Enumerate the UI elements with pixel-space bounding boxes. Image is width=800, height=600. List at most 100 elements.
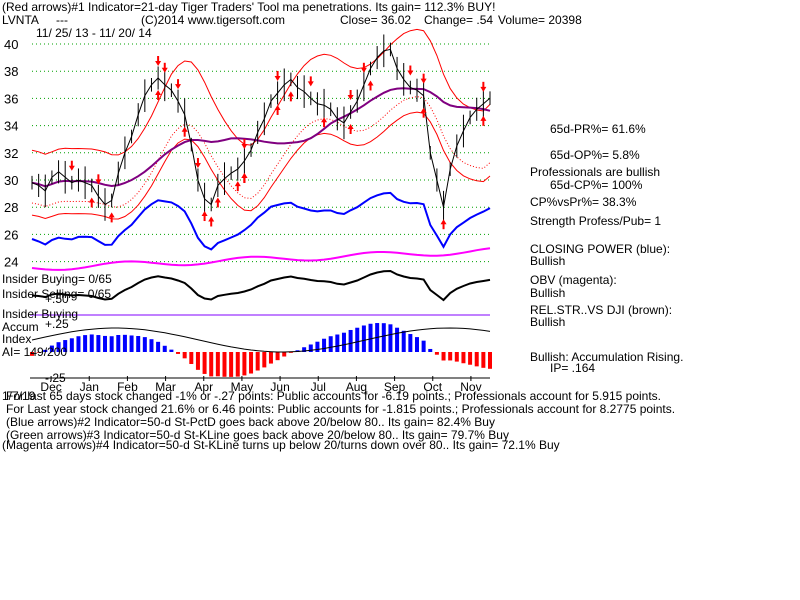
- y-tick-label: 28: [4, 200, 18, 215]
- accum-bar-positive: [355, 327, 360, 352]
- red-down-arrow-head: [360, 67, 367, 73]
- p50-label: +.50: [45, 292, 69, 306]
- accum-bar-positive: [315, 341, 320, 352]
- obv-line: [31, 247, 491, 271]
- accum-bar-positive: [348, 329, 353, 352]
- footer-line1: For last 65 days stock changed -1% or -.…: [6, 389, 661, 403]
- footer-line2: For Last year stock changed 21.6% or 6.4…: [6, 402, 675, 416]
- red-up-arrow-head: [181, 126, 188, 132]
- professionals-status: Professionals are bullish: [530, 165, 660, 179]
- ticker-dashes: ---: [56, 13, 68, 27]
- footer-line3: (Blue arrows)#2 Indicator=50-d St-PctD g…: [6, 415, 495, 429]
- red-down-arrow-head: [155, 61, 162, 66]
- red-up-arrow-head: [208, 216, 215, 222]
- month-label: Oct: [423, 380, 442, 394]
- accum-bar-positive: [395, 327, 400, 352]
- y-tick-label: 40: [4, 37, 18, 52]
- month-label: Dec: [40, 380, 61, 394]
- accum-bar-positive: [368, 323, 373, 352]
- ai-label: AI= 149/200: [2, 345, 67, 359]
- red-up-arrow-head: [440, 219, 447, 225]
- accum-bar-positive: [136, 336, 141, 352]
- closing-power-line: [31, 191, 491, 251]
- close-value: Close= 36.02: [340, 13, 411, 27]
- accum-bar-positive: [361, 325, 366, 352]
- indicator-lines: [31, 28, 491, 353]
- accum-bar-negative: [275, 352, 280, 361]
- accum-bar-negative: [176, 352, 181, 354]
- red-down-arrow-head: [161, 67, 168, 73]
- accum-bar-negative: [441, 352, 446, 361]
- accum-status: Bullish: Accumulation Rising.: [530, 350, 683, 364]
- month-label: Aug: [346, 380, 367, 394]
- accum-bar-positive: [308, 344, 313, 352]
- accum-bar-negative: [262, 352, 267, 368]
- y-tick-label: 34: [4, 119, 18, 134]
- month-label: Jun: [270, 380, 289, 394]
- month-label: Mar: [155, 380, 176, 394]
- accum-bar-negative: [235, 352, 240, 377]
- accum-bar-negative: [36, 352, 41, 353]
- accum-bar-positive: [56, 342, 61, 352]
- accum-bar-positive: [63, 340, 68, 352]
- red-down-arrow-head: [480, 86, 487, 92]
- accum-bar-positive: [169, 349, 174, 352]
- red-up-arrow-head: [241, 172, 248, 178]
- red-down-arrow-head: [95, 179, 102, 185]
- price-line: [31, 48, 491, 208]
- red-up-arrow-head: [347, 124, 354, 129]
- month-label: Nov: [460, 380, 481, 394]
- accum-bar-negative: [229, 352, 234, 377]
- accum-bar-negative: [30, 352, 34, 356]
- accum-bar-negative: [461, 352, 466, 364]
- red-up-arrow-head: [201, 211, 208, 217]
- red-down-arrow-head: [194, 163, 201, 168]
- red-up-arrow-head: [214, 197, 221, 203]
- accum-bar-positive: [328, 336, 333, 352]
- red-down-arrow-head: [407, 70, 414, 76]
- accum-bar-positive: [89, 334, 94, 352]
- accum-bar-positive: [428, 348, 433, 352]
- obv-label: OBV (magenta):: [530, 273, 617, 287]
- accum-bar-positive: [414, 337, 419, 352]
- accum-bar-positive: [408, 334, 413, 352]
- y-tick-labels: 24 26 28 30 32 34 36 38 40: [4, 37, 18, 270]
- accum-bar-positive: [335, 334, 340, 352]
- accum-bar-positive: [116, 334, 121, 352]
- cp-stat: 65d-CP%= 100%: [550, 178, 643, 192]
- accum-bar-negative: [434, 352, 439, 355]
- closing-power-value: Bullish: [530, 254, 565, 268]
- index-label: Index: [2, 332, 31, 346]
- red-up-arrow-head: [88, 197, 95, 203]
- change-value: Change= .54: [424, 13, 493, 27]
- accum-bars: [30, 323, 492, 377]
- accum-bar-positive: [142, 337, 147, 352]
- accum-bar-negative: [202, 352, 207, 374]
- accum-bar-negative: [282, 352, 287, 357]
- price-arrows: [68, 56, 487, 230]
- accum-bar-positive: [43, 349, 48, 352]
- accum-bar-positive: [69, 338, 74, 352]
- header-line1: (Red arrows)#1 Indicator=21-day Tiger Tr…: [2, 0, 495, 14]
- red-up-arrow-head: [480, 115, 487, 121]
- y-tick-label: 36: [4, 91, 18, 106]
- accum-bar-negative: [448, 352, 453, 361]
- ma21-dotted: [31, 96, 491, 208]
- upper-band: [31, 28, 491, 156]
- accum-bar-negative: [474, 352, 479, 367]
- accum-bar-positive: [149, 339, 154, 352]
- closing-power-label: CLOSING POWER (blue):: [530, 242, 670, 256]
- footer-overlap: 1/7/19: [2, 389, 36, 403]
- footer-line5: (Magenta arrows)#4 Indicator=50-d St-KLi…: [2, 438, 560, 452]
- accum-bar-negative: [215, 352, 220, 377]
- accum-bar-negative: [189, 352, 194, 364]
- month-label: Feb: [117, 380, 138, 394]
- y-tick-label: 38: [4, 64, 18, 79]
- red-up-arrow-head: [234, 181, 241, 187]
- relstr-label: REL.STR..VS DJI (brown):: [530, 303, 672, 317]
- ticker: LVNTA: [2, 13, 39, 27]
- insider-buying-mid: Insider Buying: [2, 307, 78, 321]
- cpvspr-stat: CP%vsPr%= 38.3%: [530, 195, 637, 209]
- accum-bar-positive: [109, 336, 114, 352]
